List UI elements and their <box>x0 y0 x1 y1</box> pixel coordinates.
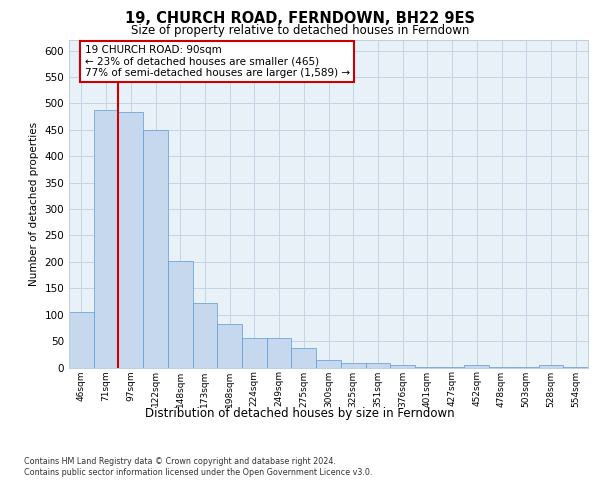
Bar <box>143 130 168 368</box>
Bar <box>440 367 464 368</box>
Bar <box>292 348 316 368</box>
Bar <box>94 110 118 368</box>
Bar <box>118 112 143 368</box>
Bar <box>489 367 514 368</box>
Bar <box>69 312 94 368</box>
Bar <box>390 365 415 368</box>
Text: Size of property relative to detached houses in Ferndown: Size of property relative to detached ho… <box>131 24 469 37</box>
Bar <box>464 365 489 368</box>
Text: Distribution of detached houses by size in Ferndown: Distribution of detached houses by size … <box>145 408 455 420</box>
Bar <box>539 365 563 368</box>
Bar <box>217 324 242 368</box>
Bar <box>563 367 588 368</box>
Bar <box>341 364 365 368</box>
Text: 19 CHURCH ROAD: 90sqm
← 23% of detached houses are smaller (465)
77% of semi-det: 19 CHURCH ROAD: 90sqm ← 23% of detached … <box>85 45 350 78</box>
Bar <box>514 367 539 368</box>
Bar <box>267 338 292 368</box>
Bar <box>242 338 267 368</box>
Bar <box>316 360 341 368</box>
Bar <box>193 303 217 368</box>
Bar <box>168 261 193 368</box>
Y-axis label: Number of detached properties: Number of detached properties <box>29 122 39 286</box>
Bar <box>365 364 390 368</box>
Text: 19, CHURCH ROAD, FERNDOWN, BH22 9ES: 19, CHURCH ROAD, FERNDOWN, BH22 9ES <box>125 11 475 26</box>
Bar <box>415 367 440 368</box>
Text: Contains HM Land Registry data © Crown copyright and database right 2024.
Contai: Contains HM Land Registry data © Crown c… <box>24 458 373 477</box>
